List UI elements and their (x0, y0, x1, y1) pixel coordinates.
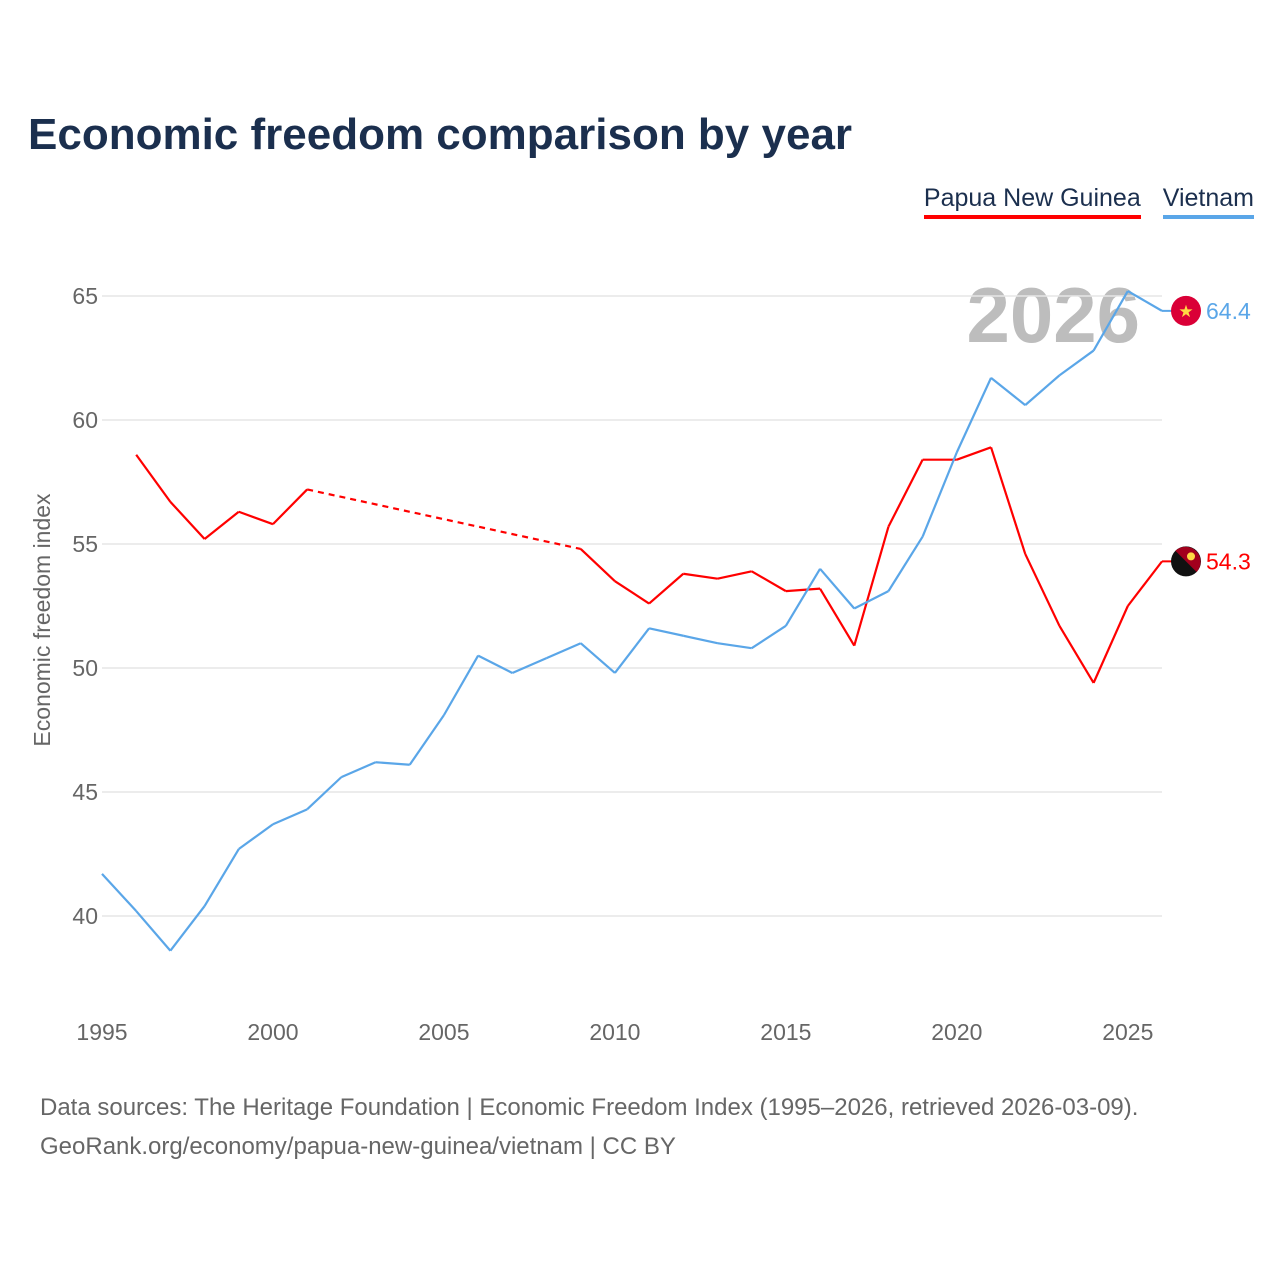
y-tick-label: 65 (72, 283, 98, 309)
series-segment (169, 501, 206, 540)
series-segment (579, 548, 616, 583)
series-gap-segment (306, 488, 581, 551)
png-flag-icon (1171, 546, 1201, 577)
series-segment (1092, 290, 1129, 352)
series-segment (751, 624, 787, 650)
series-segment (442, 655, 480, 716)
x-tick-label: 2020 (931, 1019, 982, 1045)
x-tick-label: 2010 (589, 1019, 640, 1045)
x-tick-label: 2015 (760, 1019, 811, 1045)
series-segment (751, 570, 787, 593)
series-segment (887, 535, 924, 592)
series-segment (1127, 290, 1163, 312)
series-segment (135, 454, 172, 503)
series-segment (956, 446, 992, 461)
series-segment (853, 590, 889, 610)
x-tick-label: 1995 (76, 1019, 127, 1045)
series-segment (238, 510, 274, 526)
series-segment (648, 627, 684, 637)
series-segment (955, 377, 993, 453)
series-segment (614, 580, 650, 605)
vietnam-flag-icon: ★ (1171, 295, 1201, 326)
series-segment (784, 568, 822, 627)
end-value-label: 64.4 (1206, 298, 1251, 324)
series-segment (683, 572, 718, 580)
series-segment (579, 642, 616, 674)
source-line-2[interactable]: GeoRank.org/economy/papua-new-guinea/vie… (40, 1133, 676, 1160)
series-segment (717, 570, 752, 580)
series-segment (477, 654, 513, 674)
chart-title: Economic freedom comparison by year (28, 110, 853, 159)
end-value-label: 54.3 (1206, 548, 1251, 574)
y-tick-label: 55 (72, 531, 98, 557)
y-tick-label: 45 (72, 779, 98, 805)
x-tick-label: 2025 (1102, 1019, 1153, 1045)
series-segment (921, 451, 958, 537)
series-segment (785, 587, 821, 593)
x-tick-label: 2000 (247, 1019, 298, 1045)
legend-item-vietnam[interactable]: Vietnam (1162, 184, 1254, 219)
series-segment (408, 714, 445, 766)
series-segment (990, 376, 1026, 406)
series-segment (1092, 605, 1129, 684)
series-segment (819, 568, 856, 610)
y-tick-label: 50 (72, 655, 98, 681)
series-segment (683, 634, 718, 645)
source-line-1: Data sources: The Heritage Foundation | … (40, 1094, 1139, 1121)
series-segment (853, 526, 890, 646)
legend: Papua New Guinea Vietnam (923, 184, 1254, 219)
series-segment (272, 488, 308, 525)
y-axis-label: Economic freedom index (29, 493, 55, 747)
series-segment (717, 642, 752, 650)
series-segment (1024, 374, 1061, 406)
svg-text:★: ★ (1178, 302, 1193, 321)
series-segment (203, 848, 240, 907)
series-segment (238, 823, 274, 850)
series-segment (1024, 553, 1061, 627)
x-tick-label: 2005 (418, 1019, 469, 1045)
series-segment (511, 657, 547, 674)
series-segment (101, 873, 138, 912)
legend-item-png[interactable]: Papua New Guinea (923, 184, 1141, 219)
series-segment (1058, 625, 1095, 684)
series-segment (169, 905, 206, 952)
series-segment (306, 776, 343, 811)
source-note: Data sources: The Heritage Foundation | … (40, 1088, 1138, 1166)
series-segment (648, 572, 685, 605)
series-segment (887, 459, 924, 528)
series-segment (1058, 349, 1095, 377)
y-tick-label: 60 (72, 407, 98, 433)
series-segment (375, 761, 410, 766)
series-segment (272, 808, 308, 826)
series-segment (819, 588, 856, 647)
y-tick-label: 40 (72, 903, 98, 929)
series-segment (989, 446, 1027, 555)
series-segment (614, 627, 650, 674)
series-segment (340, 761, 376, 779)
series-segment (546, 642, 582, 660)
series-segment (1126, 560, 1163, 607)
year-watermark: 2026 (966, 271, 1140, 359)
series-segment (203, 510, 240, 540)
series-segment (135, 910, 172, 952)
